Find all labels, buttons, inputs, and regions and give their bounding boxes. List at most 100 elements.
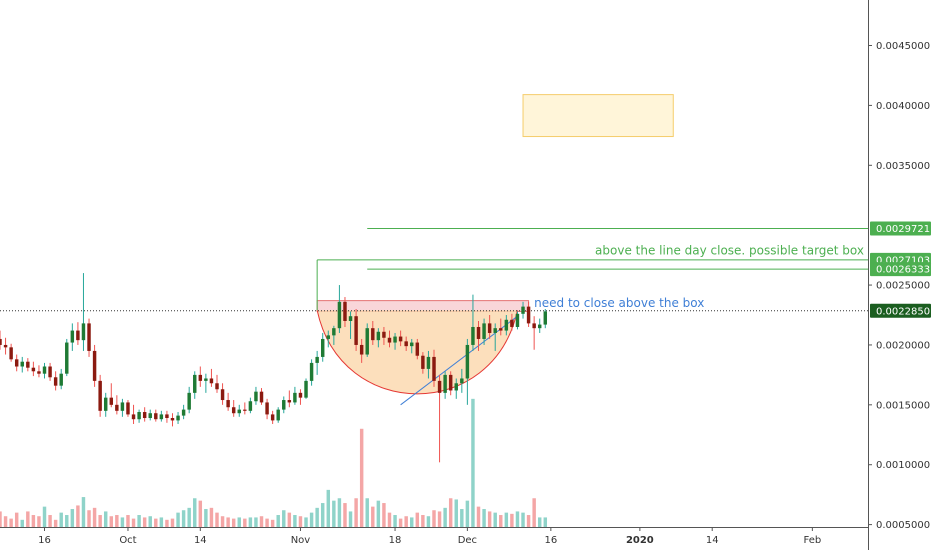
volume-bar bbox=[87, 510, 91, 527]
candle-body bbox=[9, 347, 13, 360]
candle bbox=[410, 338, 414, 354]
volume-bars bbox=[0, 398, 548, 527]
volume-bar bbox=[98, 515, 102, 527]
volume-bar bbox=[504, 512, 509, 527]
volume-bar bbox=[487, 511, 492, 527]
candle-body bbox=[421, 355, 425, 369]
candle-body bbox=[487, 323, 492, 333]
candle-body bbox=[343, 301, 347, 321]
candle bbox=[142, 407, 147, 422]
candle bbox=[387, 330, 392, 348]
price-badge bbox=[870, 221, 931, 236]
volume-bar bbox=[237, 517, 241, 527]
resistance-box bbox=[316, 300, 530, 312]
x-tick-label: Dec bbox=[458, 535, 477, 546]
candle bbox=[415, 338, 420, 360]
candle bbox=[37, 365, 41, 378]
candle bbox=[359, 338, 364, 363]
volume-bar bbox=[120, 517, 125, 527]
y-tick-label: 0.0025000 bbox=[876, 281, 930, 292]
candle-body bbox=[109, 397, 114, 405]
candle-body bbox=[20, 361, 24, 367]
volume-bar bbox=[126, 515, 130, 527]
candle-body bbox=[359, 344, 364, 355]
price-badge-label: 0.0027103 bbox=[876, 255, 930, 266]
candle bbox=[59, 368, 63, 390]
candle bbox=[432, 349, 436, 387]
volume-bar bbox=[59, 512, 63, 527]
candle bbox=[421, 352, 425, 374]
volume-bar bbox=[76, 505, 80, 527]
candle-body bbox=[159, 414, 164, 420]
candle-body bbox=[448, 374, 453, 391]
candle bbox=[309, 359, 314, 386]
candle-body bbox=[165, 414, 169, 418]
y-tick-label: 0.0045000 bbox=[876, 41, 930, 52]
candle bbox=[209, 368, 214, 387]
candle bbox=[293, 386, 297, 405]
candle-body bbox=[298, 392, 303, 398]
candle-body bbox=[426, 356, 431, 369]
candle bbox=[448, 371, 453, 396]
volume-bar bbox=[315, 507, 319, 527]
volume-bar bbox=[37, 516, 41, 527]
volume-bar bbox=[365, 498, 369, 527]
volume-bar bbox=[14, 512, 19, 527]
price-badge bbox=[870, 303, 931, 318]
candle-body bbox=[376, 331, 381, 341]
volume-bar bbox=[165, 519, 169, 527]
price-badge-label: 0.0026333 bbox=[876, 265, 930, 276]
volume-bar bbox=[421, 515, 425, 527]
candle bbox=[426, 350, 431, 379]
candle-body bbox=[432, 356, 436, 381]
candle bbox=[42, 362, 47, 379]
candle-body bbox=[309, 362, 314, 381]
candle-body bbox=[510, 319, 514, 327]
candle-body bbox=[304, 380, 308, 398]
candle bbox=[181, 404, 186, 420]
candle-body bbox=[537, 324, 542, 329]
volume-bar bbox=[432, 510, 436, 527]
candle bbox=[159, 410, 164, 422]
volume-bar bbox=[510, 513, 514, 527]
volume-bar bbox=[543, 517, 548, 527]
volume-bar bbox=[176, 512, 180, 527]
candle-body bbox=[170, 418, 175, 421]
candle bbox=[337, 285, 342, 333]
candle-body bbox=[476, 326, 481, 339]
candle-body bbox=[482, 323, 486, 339]
volume-bar bbox=[521, 512, 525, 527]
candle-body bbox=[53, 377, 58, 386]
volume-bar bbox=[154, 518, 158, 527]
candle bbox=[504, 315, 509, 336]
volume-bar bbox=[26, 511, 30, 527]
y-tick-label: 0.0015000 bbox=[876, 400, 930, 411]
candle-body bbox=[454, 383, 458, 391]
volume-bar bbox=[376, 500, 381, 527]
candle bbox=[226, 392, 230, 411]
candle-body bbox=[382, 331, 386, 338]
candle bbox=[76, 322, 80, 345]
volume-bar bbox=[454, 499, 458, 527]
annotations: above the line day close. possible targe… bbox=[534, 243, 864, 310]
candle-body bbox=[437, 380, 442, 393]
candle-body bbox=[187, 392, 191, 410]
volume-bar bbox=[448, 498, 453, 527]
volume-bar bbox=[404, 516, 408, 527]
candle-body bbox=[42, 366, 47, 374]
volume-bar bbox=[460, 509, 464, 527]
volume-bar bbox=[0, 511, 2, 527]
candle-body bbox=[98, 380, 102, 411]
candle bbox=[3, 337, 8, 355]
candle-body bbox=[220, 389, 225, 401]
candle-body bbox=[493, 328, 497, 333]
volume-bar bbox=[48, 515, 52, 527]
volume-bar bbox=[359, 428, 364, 527]
candle bbox=[126, 400, 130, 417]
candle-body bbox=[37, 371, 41, 374]
candle-body bbox=[26, 361, 30, 368]
volume-bar bbox=[415, 512, 420, 527]
candle-body bbox=[65, 342, 69, 374]
